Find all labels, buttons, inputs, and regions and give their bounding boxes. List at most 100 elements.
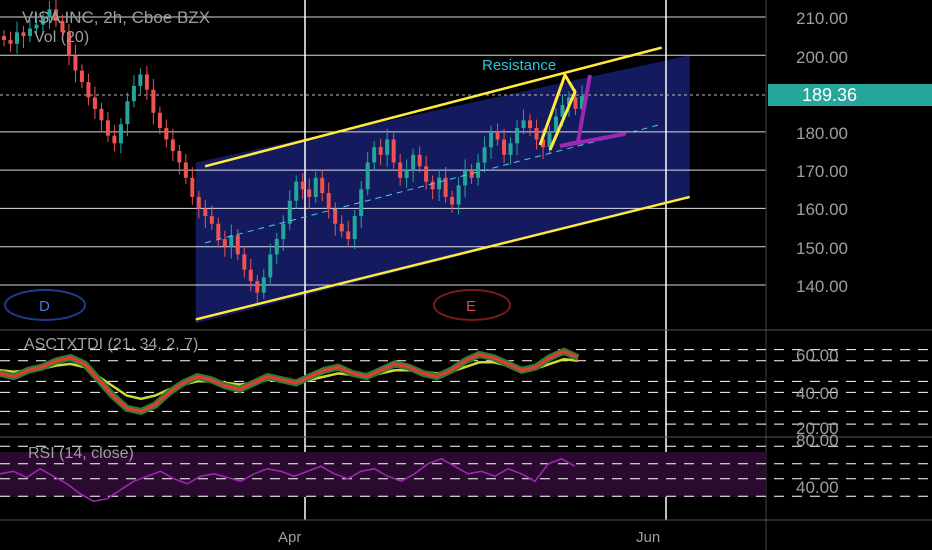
resistance-label[interactable]: Resistance	[482, 57, 556, 74]
candle-body	[294, 181, 299, 201]
candle-body	[404, 170, 409, 178]
candle-body	[66, 32, 71, 56]
candle-body	[138, 74, 143, 86]
candle-body	[235, 235, 240, 255]
candle-body	[60, 20, 65, 33]
candle-body	[398, 162, 403, 178]
candle-body	[502, 139, 507, 155]
candle-body	[313, 177, 318, 197]
candle-body	[157, 112, 162, 129]
candle-body	[339, 223, 344, 232]
candle-body	[300, 181, 305, 190]
channel-upper-line[interactable]	[204, 46, 663, 168]
volume-label: Vol (20)	[34, 29, 89, 46]
adx-tick-40: 40.00	[796, 384, 839, 403]
candle-body	[385, 139, 390, 155]
candle-body	[196, 196, 201, 209]
candle-body	[99, 108, 104, 121]
candle-body	[40, 17, 45, 25]
price-tick-150: 150.00	[796, 239, 848, 258]
candle-body	[424, 166, 429, 182]
candle-body	[34, 24, 39, 29]
candle-body	[489, 131, 494, 148]
candle-body	[118, 124, 123, 144]
last-price-badge[interactable]	[768, 84, 932, 106]
channel-lower-line[interactable]	[195, 195, 690, 321]
candle-body	[359, 189, 364, 217]
price-tick-200: 200.00	[796, 48, 848, 67]
candle-body	[47, 9, 52, 17]
rsi-axis-labels: 80.00 40.00	[796, 431, 839, 497]
candles	[2, 0, 584, 305]
candle-body	[567, 97, 572, 106]
candle-body	[320, 177, 325, 194]
candle-body	[21, 32, 26, 37]
candle-body	[352, 216, 357, 240]
price-tick-170: 170.00	[796, 162, 848, 181]
candle-body	[430, 181, 435, 190]
candle-body	[242, 254, 247, 270]
candle-body	[112, 135, 117, 144]
candle-body	[528, 120, 533, 129]
wave-d-label: D	[39, 298, 50, 315]
candle-body	[281, 223, 286, 240]
candle-body	[573, 97, 578, 109]
candle-body	[326, 193, 331, 209]
adx-grid	[0, 349, 932, 425]
symbol-title: VISA INC, 2h, Cboe BZX	[22, 8, 210, 27]
candle-body	[274, 239, 279, 255]
adx-red-line	[0, 349, 579, 413]
candle-body	[183, 162, 188, 178]
candle-body	[203, 208, 208, 217]
candle-body	[8, 39, 13, 44]
pattern-purple-lines[interactable]	[559, 74, 626, 148]
candle-body	[560, 105, 565, 117]
rsi-grid	[0, 445, 932, 497]
candle-body	[365, 162, 370, 190]
rsi-tick-40: 40.00	[796, 478, 839, 497]
candle-body	[372, 147, 377, 163]
candle-body	[125, 101, 130, 125]
candle-body	[476, 162, 481, 178]
candle-body	[190, 177, 195, 197]
candle-body	[144, 74, 149, 90]
price-axis-labels: 210.00 200.00 180.00 170.00 160.00 150.0…	[796, 9, 848, 296]
candle-body	[456, 185, 461, 205]
channel-mid-line[interactable]	[204, 123, 662, 244]
candle-body	[443, 177, 448, 197]
candle-body	[411, 154, 416, 171]
last-price-value: 189.36	[802, 85, 857, 105]
adx-tick-20: 20.00	[796, 419, 839, 438]
candle-body	[177, 151, 182, 163]
candle-body	[255, 281, 260, 293]
candle-body	[73, 55, 78, 71]
wave-d-circle[interactable]	[4, 289, 86, 321]
pattern-yellow-lines[interactable]	[538, 71, 577, 151]
candle-body	[2, 36, 6, 40]
time-label-jun: Jun	[636, 529, 660, 546]
time-label-apr: Apr	[278, 529, 301, 546]
adx-tick-60: 60.00	[796, 346, 839, 365]
candle-body	[508, 143, 513, 155]
candle-body	[105, 120, 110, 136]
candle-body	[307, 189, 312, 197]
candle-body	[534, 128, 539, 140]
candle-body	[378, 147, 383, 155]
candle-body	[170, 139, 175, 151]
candle-body	[27, 28, 32, 37]
wave-e-circle[interactable]	[433, 289, 511, 321]
candle-body	[151, 89, 156, 113]
price-tick-180: 180.00	[796, 124, 848, 143]
rsi-line	[0, 457, 576, 503]
candle-body	[391, 139, 396, 163]
wave-e-label: E	[466, 298, 476, 315]
candle-body	[287, 200, 292, 224]
candle-body	[248, 269, 253, 282]
candle-body	[222, 239, 227, 247]
candle-body	[79, 70, 84, 83]
rsi-tick-80: 80.00	[796, 431, 839, 450]
price-tick-160: 160.00	[796, 200, 848, 219]
candle-body	[417, 154, 422, 167]
candle-body	[164, 128, 169, 140]
